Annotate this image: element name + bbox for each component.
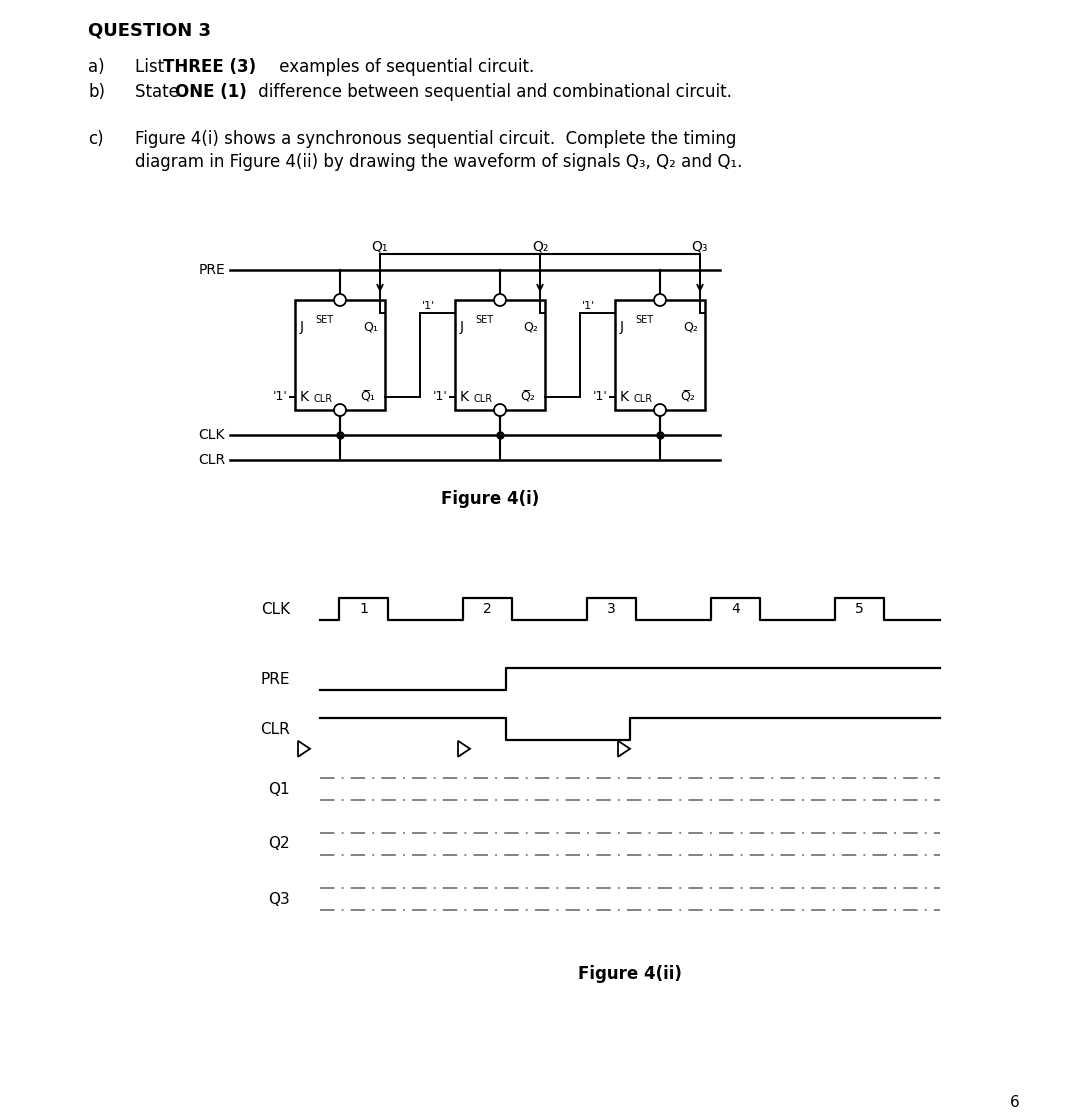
Text: '1': '1' bbox=[422, 300, 435, 311]
Text: J: J bbox=[460, 319, 464, 334]
Text: 1: 1 bbox=[359, 602, 368, 615]
Circle shape bbox=[494, 294, 507, 306]
Text: a): a) bbox=[87, 58, 105, 76]
Text: ONE (1): ONE (1) bbox=[175, 83, 246, 101]
Text: c): c) bbox=[87, 130, 104, 147]
Circle shape bbox=[334, 294, 346, 306]
Text: Q2: Q2 bbox=[268, 837, 291, 851]
Text: J: J bbox=[300, 319, 303, 334]
Text: '1': '1' bbox=[582, 300, 595, 311]
Text: List: List bbox=[135, 58, 170, 76]
Text: CLK: CLK bbox=[261, 601, 291, 617]
Circle shape bbox=[334, 404, 346, 416]
Text: Figure 4(i): Figure 4(i) bbox=[441, 490, 539, 508]
Text: SET: SET bbox=[475, 315, 494, 325]
Circle shape bbox=[654, 404, 666, 416]
Text: Q1: Q1 bbox=[268, 782, 291, 796]
Text: K: K bbox=[300, 390, 309, 404]
Text: 5: 5 bbox=[855, 602, 864, 615]
Text: PRE: PRE bbox=[260, 671, 291, 687]
Bar bbox=[295, 300, 384, 410]
Text: Q̅₁: Q̅₁ bbox=[360, 390, 375, 403]
Text: Q3: Q3 bbox=[268, 891, 291, 907]
Circle shape bbox=[654, 294, 666, 306]
Text: Q₁: Q₁ bbox=[372, 240, 388, 254]
Text: '1': '1' bbox=[273, 391, 288, 403]
Text: 2: 2 bbox=[483, 602, 491, 615]
Text: CLR: CLR bbox=[634, 394, 653, 404]
Text: diagram in Figure 4(ii) by drawing the waveform of signals Q₃, Q₂ and Q₁.: diagram in Figure 4(ii) by drawing the w… bbox=[135, 153, 742, 171]
Text: Q₂: Q₂ bbox=[523, 319, 538, 333]
Text: SET: SET bbox=[315, 315, 333, 325]
Text: K: K bbox=[620, 390, 629, 404]
Bar bbox=[455, 300, 545, 410]
Text: Q₃: Q₃ bbox=[692, 240, 708, 254]
Text: K: K bbox=[460, 390, 469, 404]
Text: SET: SET bbox=[635, 315, 653, 325]
Text: Q₁: Q₁ bbox=[363, 319, 378, 333]
Text: difference between sequential and combinational circuit.: difference between sequential and combin… bbox=[253, 83, 732, 101]
Text: 6: 6 bbox=[1010, 1095, 1020, 1110]
Text: Q̅₂: Q̅₂ bbox=[680, 390, 694, 403]
Text: examples of sequential circuit.: examples of sequential circuit. bbox=[274, 58, 535, 76]
Text: THREE (3): THREE (3) bbox=[163, 58, 256, 76]
Text: CLR: CLR bbox=[260, 722, 291, 736]
Text: '1': '1' bbox=[593, 391, 608, 403]
Bar bbox=[615, 300, 705, 410]
Text: 4: 4 bbox=[731, 602, 740, 615]
Text: CLR: CLR bbox=[314, 394, 333, 404]
Text: Q̅₂: Q̅₂ bbox=[519, 390, 535, 403]
Text: CLR: CLR bbox=[198, 454, 225, 467]
Text: '1': '1' bbox=[433, 391, 448, 403]
Circle shape bbox=[494, 404, 507, 416]
Text: J: J bbox=[620, 319, 624, 334]
Text: CLR: CLR bbox=[474, 394, 494, 404]
Text: PRE: PRE bbox=[199, 262, 225, 277]
Text: QUESTION 3: QUESTION 3 bbox=[87, 22, 211, 40]
Text: State: State bbox=[135, 83, 184, 101]
Text: b): b) bbox=[87, 83, 105, 101]
Text: Figure 4(i) shows a synchronous sequential circuit.  Complete the timing: Figure 4(i) shows a synchronous sequenti… bbox=[135, 130, 737, 147]
Text: 3: 3 bbox=[607, 602, 616, 615]
Text: Q₂: Q₂ bbox=[683, 319, 698, 333]
Text: Figure 4(ii): Figure 4(ii) bbox=[578, 965, 681, 983]
Text: Q₂: Q₂ bbox=[531, 240, 549, 254]
Text: CLK: CLK bbox=[199, 428, 225, 442]
